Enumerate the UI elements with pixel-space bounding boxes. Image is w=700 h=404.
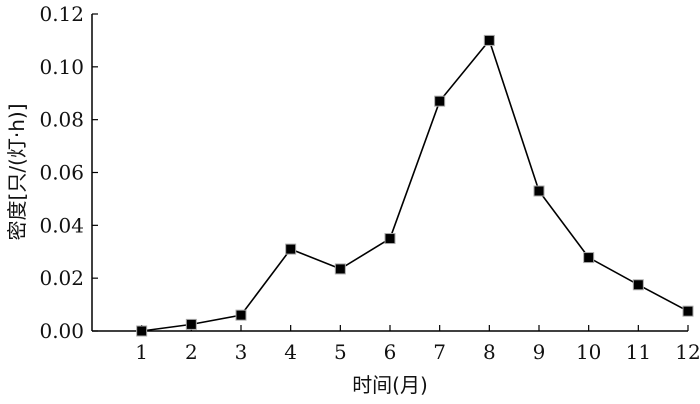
- x-tick-label-7: 8: [483, 340, 496, 364]
- data-point-0-7: [483, 34, 495, 46]
- data-point-0-11: [682, 305, 694, 317]
- y-tick-label-2: 0.04: [39, 213, 84, 237]
- data-point-0-10: [632, 279, 644, 291]
- y-tick-label-1: 0.02: [39, 266, 84, 290]
- data-point-0-9: [583, 252, 595, 264]
- x-tick-label-4: 5: [334, 340, 347, 364]
- y-tick-label-4: 0.08: [39, 108, 84, 132]
- data-point-0-4: [334, 263, 346, 275]
- x-axis-title: 时间(月): [352, 373, 428, 397]
- data-point-0-1: [185, 318, 197, 330]
- data-point-0-0: [136, 325, 148, 337]
- x-tick-label-11: 12: [675, 340, 700, 364]
- x-tick-label-8: 9: [533, 340, 546, 364]
- series-layer: [136, 34, 694, 337]
- y-tick-label-0: 0.00: [39, 319, 84, 343]
- data-point-0-6: [434, 95, 446, 107]
- y-tick-label-5: 0.10: [39, 55, 84, 79]
- data-point-0-2: [235, 309, 247, 321]
- x-tick-label-5: 6: [384, 340, 397, 364]
- x-tick-label-0: 1: [135, 340, 148, 364]
- series-line-0: [141, 38, 689, 332]
- x-tick-label-2: 3: [235, 340, 248, 364]
- x-tick-label-6: 7: [433, 340, 446, 364]
- axes: [91, 14, 688, 332]
- x-tick-label-3: 4: [284, 340, 297, 364]
- y-axis-ticks: 0.00 0.02 0.04 0.06 0.08 0.10 0.12: [39, 2, 98, 343]
- data-point-0-3: [285, 243, 297, 255]
- x-tick-label-9: 10: [576, 340, 601, 364]
- data-point-0-8: [533, 185, 545, 197]
- y-tick-label-3: 0.06: [39, 161, 84, 185]
- x-tick-label-10: 11: [626, 340, 651, 364]
- y-axis-title: 密度[只/(灯·h)]: [5, 104, 29, 241]
- x-tick-label-1: 2: [185, 340, 198, 364]
- x-axis-ticks: 1 2 3 4 5 6 7 8 9 10 11 12: [135, 325, 700, 364]
- data-point-0-5: [384, 233, 396, 245]
- y-tick-label-6: 0.12: [39, 2, 84, 26]
